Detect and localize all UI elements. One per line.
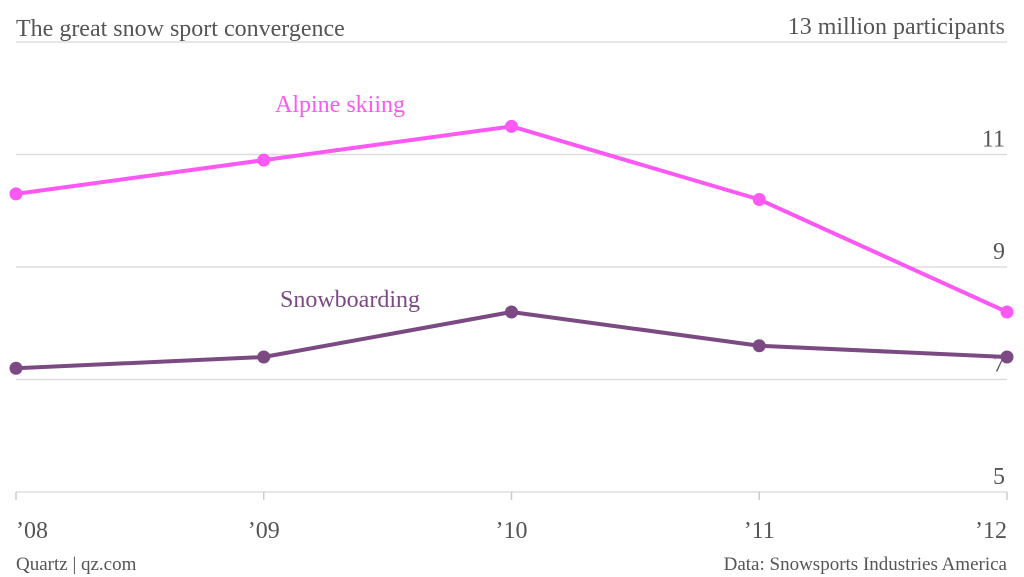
x-tick-label: ’10 — [496, 518, 528, 544]
x-tick-label: ’12 — [975, 518, 1007, 544]
point — [1000, 305, 1014, 319]
source: Data: Snowsports Industries America — [724, 554, 1008, 575]
series-line — [15, 310, 1008, 371]
point — [505, 119, 518, 133]
credit: Quartz | qz.com — [16, 554, 137, 575]
point — [505, 305, 518, 319]
y-tick-label: 13 million participants — [788, 14, 1005, 40]
series-label: Snowboarding — [280, 287, 420, 313]
point — [9, 361, 23, 375]
series-label: Alpine skiing — [275, 92, 405, 118]
point — [1000, 350, 1014, 364]
x-tick-label: ’08 — [16, 518, 48, 544]
chart-title: The great snow sport convergence — [16, 16, 345, 42]
y-tick-label: 9 — [993, 239, 1005, 265]
x-tick-label: ’11 — [744, 518, 775, 544]
point — [752, 339, 766, 353]
y-tick-label: 11 — [982, 127, 1005, 153]
point — [752, 193, 766, 206]
point — [257, 153, 271, 167]
point — [257, 350, 271, 364]
x-tick-label: ’09 — [248, 518, 280, 544]
y-tick-label: 5 — [993, 464, 1005, 490]
point — [9, 187, 23, 201]
